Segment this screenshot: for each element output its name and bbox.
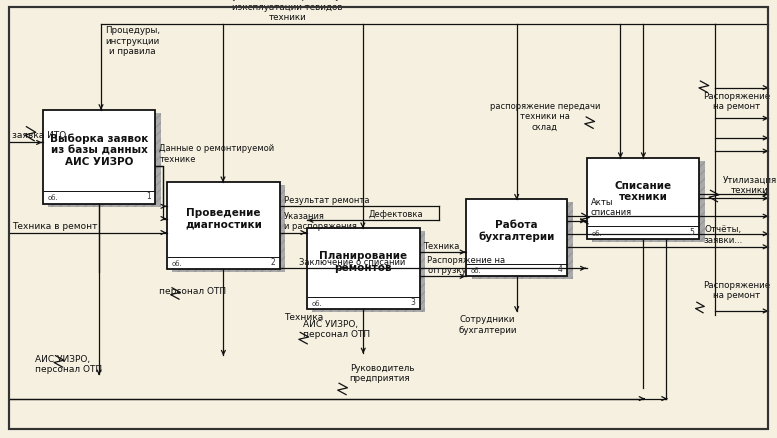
Text: об.: об. — [471, 268, 482, 274]
Text: заявка ИТО: заявка ИТО — [12, 131, 66, 140]
Text: Техника: Техника — [423, 242, 460, 251]
Text: Техника: Техника — [284, 313, 323, 322]
Text: Проведение
диагностики: Проведение диагностики — [185, 208, 262, 230]
Text: 1: 1 — [146, 192, 151, 201]
Text: 5: 5 — [690, 227, 695, 237]
Text: Распоряжение
на ремонт: Распоряжение на ремонт — [703, 281, 770, 300]
Text: Дефектовка: Дефектовка — [369, 210, 423, 219]
Bar — [592, 161, 705, 242]
Bar — [312, 231, 425, 312]
Bar — [48, 113, 161, 207]
Text: распоряжение передачи
техники на
склад: распоряжение передачи техники на склад — [490, 102, 600, 131]
Text: 3: 3 — [410, 297, 415, 307]
Text: Данные о ремонтируемой
технике: Данные о ремонтируемой технике — [159, 145, 274, 164]
Text: об.: об. — [591, 230, 602, 237]
Bar — [587, 158, 699, 239]
Bar — [466, 199, 567, 276]
Text: Сотрудники
бухгалтерии: Сотрудники бухгалтерии — [458, 315, 517, 335]
Bar — [167, 182, 280, 269]
Bar — [43, 110, 155, 204]
Text: Планирование
ремонтов: Планирование ремонтов — [319, 251, 407, 272]
Text: Утилизация
техники: Утилизация техники — [723, 175, 777, 194]
Text: Заключение о списании: Заключение о списании — [299, 258, 406, 267]
Text: Списание
техники: Списание техники — [615, 181, 671, 202]
Bar — [472, 202, 573, 279]
Text: АИС УИЗРО,
персонал ОТП: АИС УИЗРО, персонал ОТП — [35, 355, 102, 374]
Text: об.: об. — [47, 195, 58, 201]
Text: об.: об. — [312, 300, 322, 307]
Text: Распоряжение
на ремонт: Распоряжение на ремонт — [703, 92, 770, 111]
Text: об.: об. — [172, 261, 183, 267]
Text: 4: 4 — [558, 265, 563, 274]
Text: Акты
списания: Акты списания — [591, 198, 632, 217]
Bar — [172, 185, 285, 272]
Text: Руководства по ремонту и
иэксплуатации тевидов
техники: Руководства по ремонту и иэксплуатации т… — [227, 0, 348, 22]
Text: персонал ОТП: персонал ОТП — [159, 287, 226, 296]
Text: Техника в ремонт: Техника в ремонт — [12, 222, 97, 231]
Text: Указания
и распоряжения: Указания и распоряжения — [284, 212, 357, 231]
Text: Отчёты,
заявки...: Отчёты, заявки... — [703, 225, 743, 244]
Text: 2: 2 — [270, 258, 275, 267]
Text: Распоряжение на
отгрузку: Распоряжение на отгрузку — [427, 256, 506, 275]
Text: Результат ремонта: Результат ремонта — [284, 196, 369, 205]
Text: Работа
бухгалтерии: Работа бухгалтерии — [479, 220, 555, 242]
Text: Выборка заявок
из базы данных
АИС УИЗРО: Выборка заявок из базы данных АИС УИЗРО — [50, 133, 148, 167]
Text: Руководитель
предприятия: Руководитель предприятия — [350, 364, 414, 383]
Text: Процедуры,
инструкции
и правила: Процедуры, инструкции и правила — [105, 26, 160, 56]
Text: АИС УИЗРО,
персонал ОТП: АИС УИЗРО, персонал ОТП — [303, 320, 370, 339]
Bar — [307, 228, 420, 309]
